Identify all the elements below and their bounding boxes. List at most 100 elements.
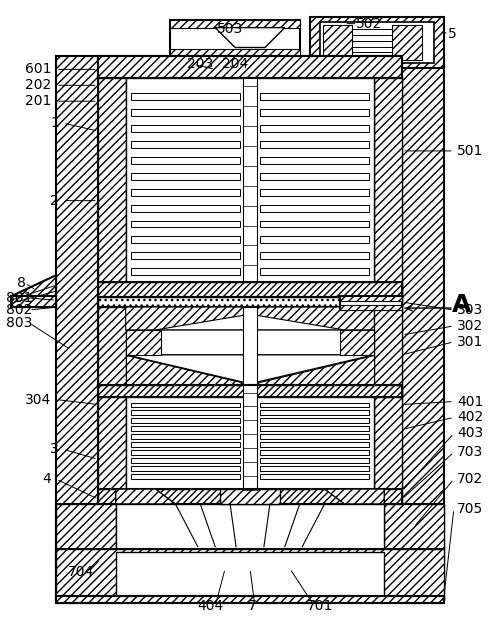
Bar (98, 307, 126, 385)
Bar (374, 307, 402, 385)
Text: 5: 5 (448, 27, 456, 40)
Bar (310, 16, 444, 68)
Text: 503: 503 (217, 21, 243, 35)
Polygon shape (126, 307, 245, 330)
Bar (243, 385, 257, 504)
Bar (130, 141, 240, 148)
Bar (340, 330, 374, 355)
Text: 204: 204 (222, 58, 248, 71)
Bar (98, 78, 402, 297)
Polygon shape (255, 307, 374, 330)
Bar (260, 125, 370, 132)
Bar (170, 49, 300, 58)
Text: 303: 303 (457, 303, 483, 317)
Text: 601: 601 (24, 63, 51, 76)
Bar (260, 221, 370, 228)
Bar (98, 283, 402, 297)
Bar (260, 268, 370, 275)
Bar (98, 297, 402, 307)
Bar (392, 25, 422, 61)
Bar (130, 427, 240, 432)
Bar (98, 385, 402, 396)
Bar (260, 189, 370, 196)
Text: 201: 201 (24, 94, 51, 108)
Bar (374, 78, 402, 297)
Bar (243, 78, 257, 287)
Bar (130, 268, 240, 275)
Text: 701: 701 (306, 599, 333, 614)
Bar (98, 78, 126, 297)
Text: 404: 404 (197, 599, 224, 614)
Bar (130, 221, 240, 228)
Polygon shape (126, 307, 374, 330)
Bar (260, 442, 370, 447)
Bar (130, 474, 240, 479)
Bar (170, 20, 300, 28)
Polygon shape (12, 275, 56, 307)
Bar (250, 58, 280, 71)
Bar (130, 442, 240, 447)
Bar (130, 450, 240, 455)
Bar (130, 236, 240, 243)
Polygon shape (126, 355, 374, 382)
Bar (260, 458, 370, 463)
Bar (260, 252, 370, 259)
Bar (12, 296, 56, 307)
Bar (130, 157, 240, 164)
Text: 703: 703 (457, 445, 483, 459)
Polygon shape (126, 355, 245, 385)
Polygon shape (324, 489, 384, 504)
Bar (170, 20, 300, 58)
Bar (260, 466, 370, 471)
Polygon shape (255, 355, 374, 385)
Text: 705: 705 (457, 502, 483, 516)
Text: 7: 7 (248, 599, 256, 614)
Text: 203: 203 (187, 58, 214, 71)
Text: 802: 802 (6, 303, 32, 317)
Bar (260, 109, 370, 116)
Polygon shape (116, 489, 176, 504)
Text: 202: 202 (25, 78, 51, 92)
Bar (130, 410, 240, 415)
Bar (56, 597, 444, 604)
Bar (56, 504, 444, 564)
Text: 501: 501 (457, 144, 483, 158)
Bar (402, 56, 444, 604)
Bar (98, 489, 402, 504)
Polygon shape (220, 58, 250, 71)
Text: 403: 403 (457, 427, 483, 441)
Text: 401: 401 (457, 394, 483, 408)
Text: 3: 3 (50, 442, 59, 456)
Bar (130, 173, 240, 179)
Bar (116, 552, 384, 597)
Bar (260, 410, 370, 415)
Bar (126, 396, 374, 491)
Bar (98, 385, 402, 504)
Bar (384, 504, 444, 549)
Text: 4: 4 (42, 472, 51, 486)
Bar (98, 56, 402, 78)
Text: 1: 1 (50, 116, 59, 130)
Bar (130, 189, 240, 196)
Bar (340, 305, 402, 310)
Text: 702: 702 (457, 472, 483, 486)
Bar (130, 434, 240, 439)
Bar (130, 458, 240, 463)
Text: 8: 8 (17, 276, 25, 290)
Bar (56, 549, 444, 600)
Bar (56, 504, 116, 549)
Text: 301: 301 (457, 335, 483, 349)
Bar (98, 283, 402, 297)
Bar (320, 21, 434, 63)
Bar (340, 296, 402, 310)
Bar (260, 450, 370, 455)
Text: 304: 304 (25, 392, 51, 406)
Bar (56, 597, 444, 604)
Bar (374, 385, 402, 489)
Bar (260, 205, 370, 212)
Bar (98, 56, 402, 78)
Bar (260, 418, 370, 423)
Bar (243, 307, 257, 385)
Text: 502: 502 (356, 16, 382, 30)
Bar (220, 58, 250, 71)
